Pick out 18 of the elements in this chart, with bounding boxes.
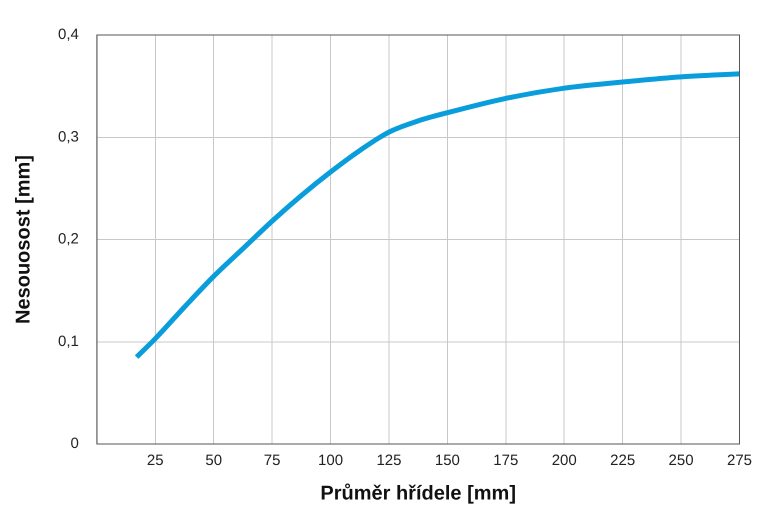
x-axis-title: Průměr hřídele [mm] [320,482,516,505]
y-tick-label: 0,4 [58,26,79,44]
x-tick-label: 250 [668,452,694,470]
x-tick-label: 150 [434,452,460,470]
x-tick-label: 100 [318,452,344,470]
y-tick-label: 0 [70,435,79,452]
x-tick-label: 175 [493,452,518,470]
x-tick-label: 200 [552,452,577,470]
x-tick-label: 275 [726,452,752,470]
x-tick-label: 50 [205,452,222,470]
x-tick-label: 75 [264,452,280,470]
y-tick-label: 0,1 [58,332,79,350]
y-tick-label: 0,3 [58,128,79,146]
x-tick-label: 25 [146,452,164,470]
x-tick-label: 225 [610,452,636,470]
y-axis-title: Nesouosost [mm] [12,155,35,324]
y-tick-label: 0,2 [58,230,79,248]
x-tick-label: 125 [376,452,402,470]
